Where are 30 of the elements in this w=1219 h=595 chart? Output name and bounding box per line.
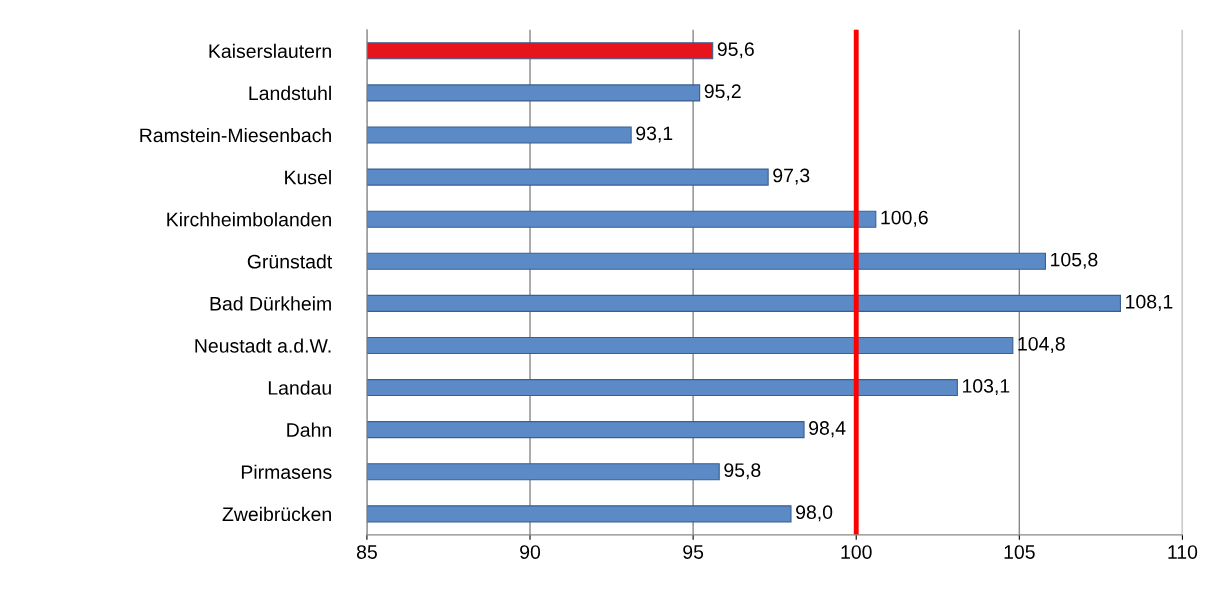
data-label: 100,6 (881, 210, 928, 227)
y-tick-label: Landau (268, 380, 331, 395)
y-tick-label: Kaiserslautern (209, 43, 331, 59)
y-tick-label: Bad Dürkheim (210, 296, 331, 311)
data-label: 98,0 (796, 505, 833, 522)
data-label: 103,1 (963, 379, 1010, 396)
y-tick-label: Landstuhl (249, 85, 331, 101)
data-label: 95,8 (724, 463, 761, 480)
x-tick-label: 90 (520, 545, 541, 559)
y-tick-label: Grünstadt (247, 254, 333, 269)
y-tick-label: Dahn (287, 422, 331, 437)
y-tick-label: Pirmasens (241, 464, 332, 479)
data-label: 97,3 (773, 168, 810, 185)
x-tick-label: 105 (1004, 545, 1035, 559)
y-tick-label: Kirchheimbolanden (167, 212, 331, 227)
data-label: 95,2 (704, 84, 741, 101)
data-label: 105,8 (1051, 252, 1098, 269)
data-label: 108,1 (1126, 294, 1173, 311)
x-tick-label: 100 (841, 545, 872, 559)
y-tick-label: Zweibrücken (222, 506, 331, 522)
x-tick-label: 85 (356, 545, 377, 559)
data-label: 93,1 (636, 126, 673, 143)
x-tick-label: 95 (683, 545, 704, 559)
data-label: 95,6 (717, 42, 754, 59)
x-tick-label: 110 (1168, 545, 1198, 559)
data-label: 98,4 (809, 421, 846, 438)
y-tick-label: Kusel (285, 170, 331, 185)
y-tick-label: Ramstein-Miesenbach (140, 127, 331, 143)
data-label: 104,8 (1018, 336, 1065, 353)
y-tick-label: Neustadt a.d.W. (195, 338, 331, 353)
